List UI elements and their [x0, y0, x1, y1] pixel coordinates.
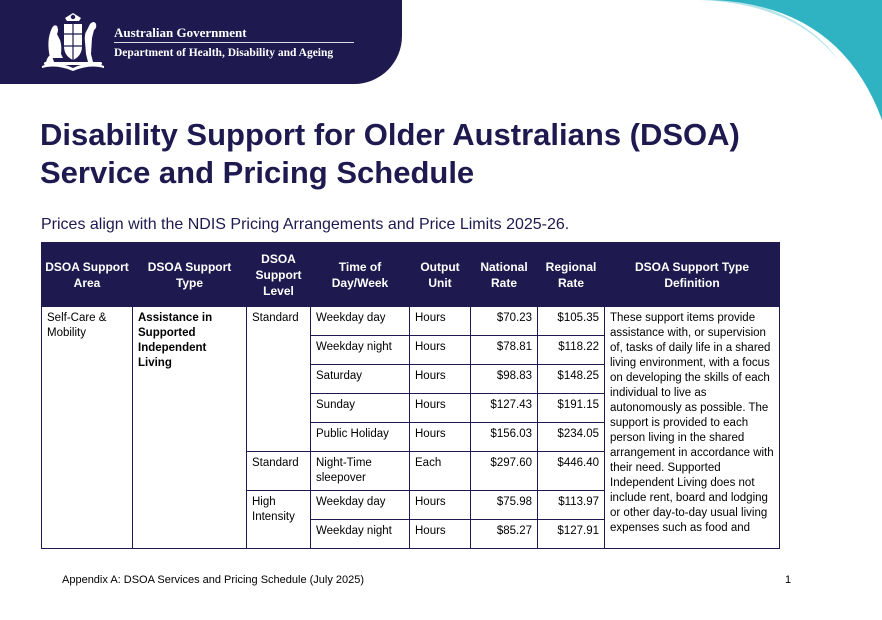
- national-rate-cell: $156.03: [470, 422, 538, 452]
- table-row: Weekday night Hours $78.81 $118.22: [42, 335, 780, 365]
- time-cell: Weekday day: [310, 306, 410, 336]
- government-name: Australian Government: [114, 25, 247, 40]
- support-level-cell: Standard: [246, 306, 311, 452]
- time-cell: Night-Time sleepover: [310, 451, 410, 491]
- unit-cell: Hours: [409, 490, 471, 520]
- unit-cell: Hours: [409, 422, 471, 452]
- header-support-area: DSOA Support Area: [41, 242, 133, 307]
- header-regional-rate: Regional Rate: [537, 242, 605, 307]
- time-cell: Public Holiday: [310, 422, 410, 452]
- title-line-2: Service and Pricing Schedule: [40, 155, 475, 190]
- unit-cell: Hours: [409, 519, 471, 549]
- header-output-unit: Output Unit: [409, 242, 471, 307]
- department-name: Department of Health, Disability and Age…: [114, 47, 334, 59]
- table-row: Sunday Hours $127.43 $191.15: [42, 393, 780, 423]
- banner-divider: [114, 42, 354, 43]
- header-support-type: DSOA Support Type: [132, 242, 247, 307]
- national-rate-cell: $85.27: [470, 519, 538, 549]
- table-row: Weekday night Hours $85.27 $127.91: [42, 519, 780, 549]
- regional-rate-cell: $113.97: [537, 490, 605, 520]
- national-rate-cell: $78.81: [470, 335, 538, 365]
- support-level-cell: High Intensity: [246, 490, 311, 549]
- time-cell: Weekday night: [310, 335, 410, 365]
- national-rate-cell: $98.83: [470, 364, 538, 394]
- national-rate-cell: $127.43: [470, 393, 538, 423]
- decorative-swoosh: [700, 0, 882, 120]
- page-subtitle: Prices align with the NDIS Pricing Arran…: [41, 216, 570, 233]
- header-national-rate: National Rate: [470, 242, 538, 307]
- government-banner: Australian Government Department of Heal…: [0, 0, 402, 84]
- header-time: Time of Day/Week: [310, 242, 410, 307]
- support-level-cell: Standard: [246, 451, 311, 491]
- regional-rate-cell: $118.22: [537, 335, 605, 365]
- national-rate-cell: $75.98: [470, 490, 538, 520]
- commonwealth-coat-of-arms-icon: [42, 13, 104, 71]
- definition-cell: These support items provide assistance w…: [604, 306, 780, 549]
- header-support-level: DSOA Support Level: [246, 242, 311, 307]
- footer-text: Appendix A: DSOA Services and Pricing Sc…: [62, 574, 365, 586]
- regional-rate-cell: $127.91: [537, 519, 605, 549]
- national-rate-cell: $70.23: [470, 306, 538, 336]
- support-type-cell: Assistance in Supported Independent Livi…: [132, 306, 247, 549]
- table-row: Public Holiday Hours $156.03 $234.05: [42, 422, 780, 452]
- table-row: Self-Care & Mobility Assistance in Suppo…: [41, 306, 780, 549]
- page-number: 1: [785, 574, 792, 586]
- unit-cell: Hours: [409, 393, 471, 423]
- national-rate-cell: $297.60: [470, 451, 538, 491]
- title-line-1: Disability Support for Older Australians…: [40, 117, 740, 152]
- regional-rate-cell: $148.25: [537, 364, 605, 394]
- support-area-cell: Self-Care & Mobility: [41, 306, 133, 549]
- header-definition: DSOA Support Type Definition: [604, 242, 780, 307]
- time-cell: Saturday: [310, 364, 410, 394]
- table-row: High Intensity Weekday day Hours $75.98 …: [42, 490, 780, 549]
- regional-rate-cell: $446.40: [537, 451, 605, 491]
- unit-cell: Each: [409, 451, 471, 491]
- pricing-table: DSOA Support Area DSOA Support Type DSOA…: [41, 242, 780, 549]
- time-cell: Weekday night: [310, 519, 410, 549]
- table-row: Standard Night-Time sleepover Each $297.…: [42, 451, 780, 491]
- unit-cell: Hours: [409, 364, 471, 394]
- unit-cell: Hours: [409, 335, 471, 365]
- regional-rate-cell: $234.05: [537, 422, 605, 452]
- table-header-row: DSOA Support Area DSOA Support Type DSOA…: [41, 242, 780, 307]
- page-title: Disability Support for Older Australians…: [40, 116, 840, 192]
- unit-cell: Hours: [409, 306, 471, 336]
- regional-rate-cell: $105.35: [537, 306, 605, 336]
- regional-rate-cell: $191.15: [537, 393, 605, 423]
- time-cell: Sunday: [310, 393, 410, 423]
- time-cell: Weekday day: [310, 490, 410, 520]
